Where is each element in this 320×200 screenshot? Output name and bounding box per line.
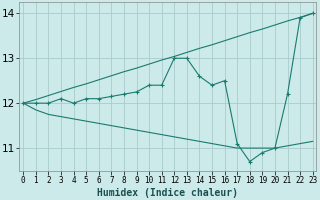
X-axis label: Humidex (Indice chaleur): Humidex (Indice chaleur) (98, 188, 238, 198)
